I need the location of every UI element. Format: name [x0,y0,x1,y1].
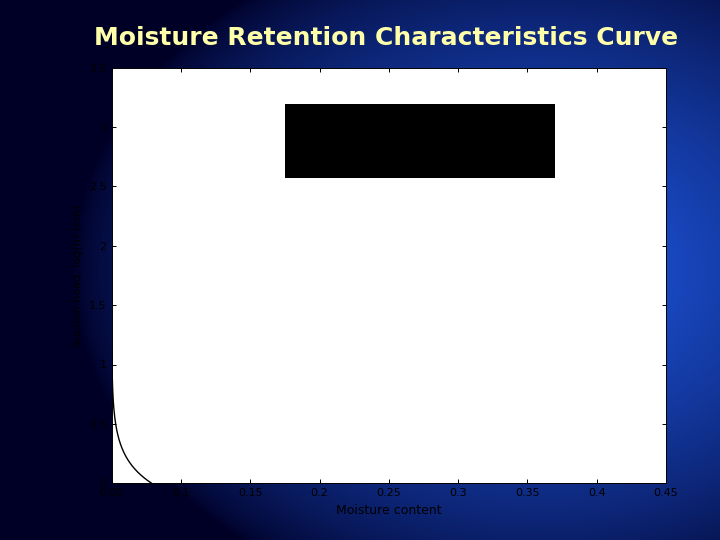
Text: Moisture Retention Characteristics Curve: Moisture Retention Characteristics Curve [94,26,678,50]
Bar [285,104,555,178]
Y-axis label: Suction head, log(h) (cm): Suction head, log(h) (cm) [73,204,84,347]
X-axis label: Moisture content: Moisture content [336,504,441,517]
